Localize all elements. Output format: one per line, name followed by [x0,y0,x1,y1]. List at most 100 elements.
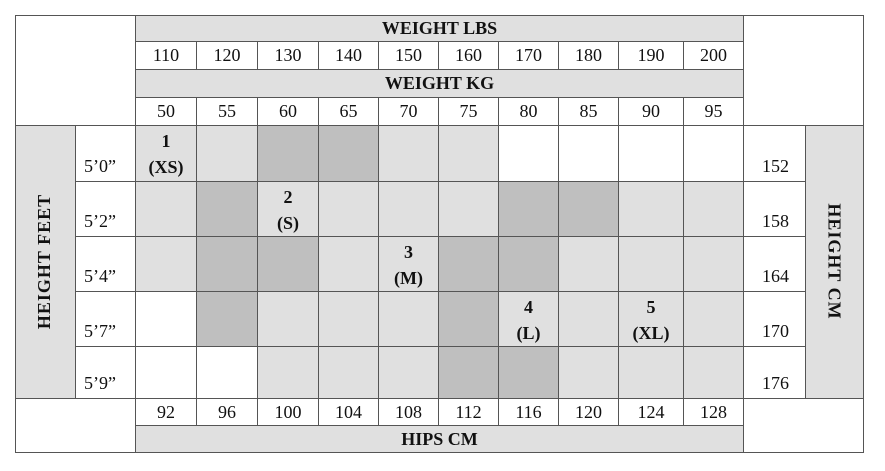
weight-kg: 95 [683,97,744,126]
size-cell [558,346,619,399]
size-number: 1 [161,131,171,151]
size-cell [135,346,197,399]
size-cell [318,125,379,182]
height-feet-title: HEIGHT FEET [34,193,55,329]
size-cell [135,291,197,347]
hips-cm: 100 [257,398,319,426]
hips-cm: 120 [558,398,619,426]
size-cell [196,125,258,182]
weight-kg: 50 [135,97,197,126]
size-cell [438,291,499,347]
size-cell: 2 (S) [257,181,319,237]
size-cell [257,125,319,182]
hips-title: HIPS CM [135,425,744,453]
weight-lbs: 150 [378,41,439,70]
size-number: 4 [524,297,533,317]
size-cell [257,291,319,347]
size-cell [135,181,197,237]
hips-cm: 108 [378,398,439,426]
corner-blank [743,15,864,126]
hips-cm: 92 [135,398,197,426]
size-number: 5 [646,297,656,317]
size-cell [196,236,258,292]
hips-cm: 116 [498,398,559,426]
height-feet: 5’7” [75,291,136,347]
size-cell [683,125,744,182]
size-cell [618,236,684,292]
size-cell [683,236,744,292]
weight-kg: 60 [257,97,319,126]
size-cell [378,346,439,399]
size-label: (XL) [632,323,670,343]
weight-kg: 75 [438,97,499,126]
size-cell [378,125,439,182]
hips-cm: 128 [683,398,744,426]
size-cell [318,236,379,292]
size-cell [438,346,499,399]
weight-kg-title: WEIGHT KG [135,69,744,98]
hips-cm: 104 [318,398,379,426]
height-feet: 5’9” [75,346,136,399]
height-feet-title-box [15,125,76,399]
height-cm-title-box [805,125,864,399]
height-cm-title: HEIGHT CM [824,202,845,320]
size-cell [558,181,619,237]
size-cell [558,291,619,347]
size-cell [318,346,379,399]
weight-lbs: 190 [618,41,684,70]
height-cm: 170 [743,291,806,347]
size-cell [378,181,439,237]
weight-kg: 80 [498,97,559,126]
size-cell [683,346,744,399]
size-cell: 1 (XS) [135,125,197,182]
size-number: 3 [404,242,413,262]
size-cell: 5 (XL) [618,291,684,347]
size-cell [618,181,684,237]
size-cell [498,125,559,182]
weight-lbs: 170 [498,41,559,70]
size-cell [618,125,684,182]
weight-lbs: 120 [196,41,258,70]
size-cell [683,291,744,347]
weight-lbs: 130 [257,41,319,70]
hips-cm: 124 [618,398,684,426]
height-cm: 176 [743,346,806,399]
weight-lbs-title: WEIGHT LBS [135,15,744,42]
weight-kg: 85 [558,97,619,126]
height-cm: 164 [743,236,806,292]
size-cell: 4 (L) [498,291,559,347]
size-cell [618,346,684,399]
size-cell [196,181,258,237]
size-cell [498,346,559,399]
size-cell [438,181,499,237]
size-label: (M) [394,268,423,288]
size-cell [683,181,744,237]
weight-lbs: 200 [683,41,744,70]
size-cell [558,125,619,182]
hips-cm: 96 [196,398,258,426]
size-cell [498,236,559,292]
height-feet: 5’4” [75,236,136,292]
corner-blank [15,398,136,453]
size-label: (S) [277,213,299,233]
size-number: 2 [283,187,293,207]
height-cm: 152 [743,125,806,182]
hips-cm: 112 [438,398,499,426]
weight-kg: 65 [318,97,379,126]
size-cell [438,236,499,292]
size-cell [135,236,197,292]
size-cell [196,291,258,347]
size-cell [257,346,319,399]
size-cell [318,291,379,347]
size-cell [318,181,379,237]
weight-lbs: 160 [438,41,499,70]
weight-kg: 90 [618,97,684,126]
weight-lbs: 110 [135,41,197,70]
corner-blank [15,15,136,126]
weight-kg: 55 [196,97,258,126]
size-cell [558,236,619,292]
weight-kg: 70 [378,97,439,126]
size-label: (XS) [148,157,184,177]
size-cell [498,181,559,237]
